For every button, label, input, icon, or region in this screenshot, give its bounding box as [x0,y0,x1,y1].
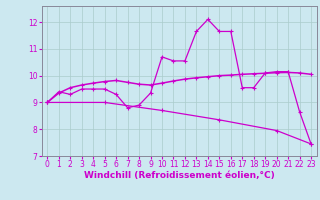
X-axis label: Windchill (Refroidissement éolien,°C): Windchill (Refroidissement éolien,°C) [84,171,275,180]
